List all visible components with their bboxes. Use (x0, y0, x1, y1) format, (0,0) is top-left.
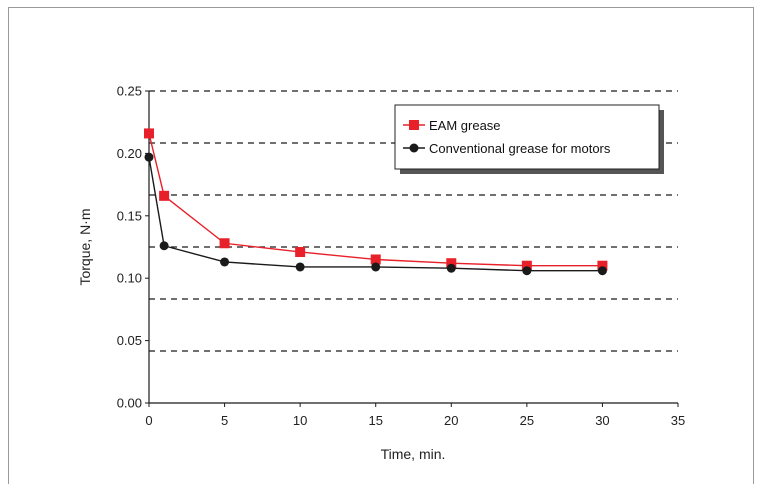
legend-marker-eam (409, 120, 419, 130)
x-tick-label: 10 (293, 413, 307, 428)
x-tick-label: 15 (368, 413, 382, 428)
legend-entry-conventional: Conventional grease for motors (403, 141, 611, 156)
x-axis-title: Time, min. (381, 446, 446, 462)
data-point (597, 260, 608, 271)
y-tick-label: 0.25 (117, 84, 142, 99)
data-point (371, 262, 381, 272)
data-point (144, 128, 154, 139)
data-point (522, 266, 532, 276)
x-tick-label: 30 (595, 413, 609, 428)
figure-frame (8, 7, 754, 484)
y-tick-label: 0.15 (117, 208, 142, 223)
y-tick-label: 0.20 (117, 146, 142, 161)
axes (148, 91, 678, 404)
data-point (446, 258, 457, 269)
x-tick-label: 35 (671, 413, 685, 428)
data-point (159, 241, 169, 251)
ticks: 0.00 0.05 0.10 0.15 0.20 0.25 0 5 10 15 20 25 30 35 (117, 84, 686, 429)
y-tick-label: 0.00 (117, 396, 142, 411)
data-point (295, 262, 305, 272)
legend-label-conventional: Conventional grease for motors (429, 141, 611, 156)
legend-label-eam: EAM grease (429, 118, 501, 133)
data-point (521, 260, 532, 271)
data-point (144, 152, 154, 162)
series-line-0 (148, 133, 603, 267)
x-tick-label: 20 (444, 413, 458, 428)
x-tick-label: 5 (221, 413, 228, 428)
y-tick-label: 0.10 (117, 271, 142, 286)
data-point (597, 266, 607, 276)
data-point (220, 257, 230, 267)
data-point (446, 263, 456, 273)
legend-box (394, 104, 660, 170)
data-point (159, 190, 170, 201)
data-point (370, 254, 381, 265)
legend-marker-conventional (409, 143, 419, 153)
data-point (219, 238, 230, 249)
x-tick-label: 0 (145, 413, 152, 428)
x-tick-label: 25 (520, 413, 534, 428)
legend: EAM grease Conventional grease for motor… (394, 104, 664, 174)
series (144, 128, 608, 276)
legend-entry-eam: EAM grease (403, 118, 501, 133)
y-axis-title: Torque, N·m (77, 208, 93, 285)
series-line-1 (148, 157, 603, 272)
data-point (295, 246, 306, 257)
y-tick-label: 0.05 (117, 333, 142, 348)
